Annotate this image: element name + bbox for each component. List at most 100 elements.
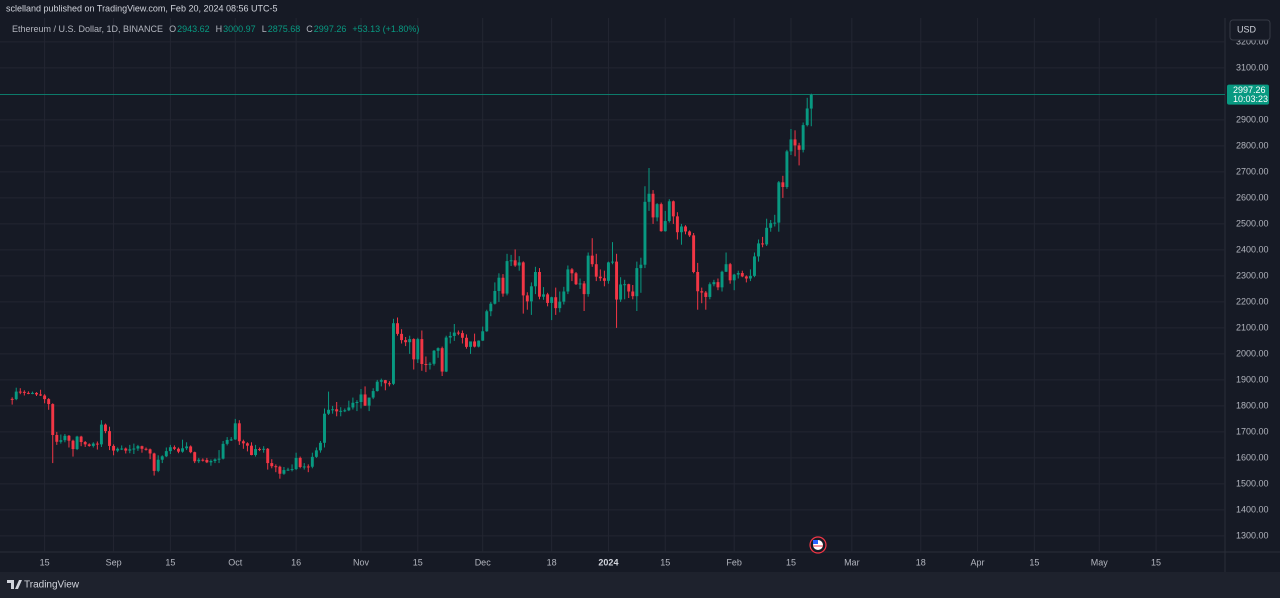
candle-body <box>136 446 140 449</box>
candles <box>0 93 1225 479</box>
candle-body <box>509 260 513 262</box>
y-tick-label: 1800.00 <box>1236 400 1269 410</box>
candle-body <box>675 216 679 233</box>
candle-body <box>116 448 120 451</box>
event-flag[interactable] <box>809 536 827 554</box>
candle-body <box>379 380 383 382</box>
candle-body <box>355 401 359 403</box>
y-tick-label: 2600.00 <box>1236 192 1269 202</box>
y-tick-label: 2300.00 <box>1236 270 1269 280</box>
candle-body <box>785 151 789 187</box>
candle-body <box>189 446 193 453</box>
candle-body <box>71 440 75 450</box>
candle-body <box>30 392 34 394</box>
candle-body <box>578 283 582 285</box>
candle-body <box>181 448 184 452</box>
candle-body <box>777 182 781 223</box>
candle-body <box>513 260 517 266</box>
candle-body <box>335 409 339 412</box>
x-tick-label: 18 <box>916 557 926 567</box>
low-value: 2875.68 <box>267 24 301 34</box>
y-tick-label: 2000.00 <box>1236 348 1269 358</box>
x-tick-label: Nov <box>353 557 370 567</box>
currency-box[interactable] <box>1229 19 1271 41</box>
y-tick-label: 2100.00 <box>1236 322 1269 332</box>
candle-body <box>367 397 371 406</box>
x-tick-label: 15 <box>660 557 670 567</box>
candle-body <box>469 341 472 347</box>
countdown: 10:03:23 <box>1233 94 1268 104</box>
candle-body <box>517 262 521 266</box>
candle-body <box>164 451 168 457</box>
candle-body <box>108 431 111 446</box>
candle-body <box>655 204 659 218</box>
candle-body <box>160 456 164 460</box>
candle-body <box>432 350 436 364</box>
candle-body <box>744 276 748 279</box>
currency[interactable]: USD <box>1237 24 1257 34</box>
candle-body <box>290 469 294 471</box>
candle-body <box>805 108 809 126</box>
candle-body <box>351 402 355 408</box>
candle-body <box>643 201 647 265</box>
candle-body <box>392 323 395 384</box>
candle-body <box>501 277 505 294</box>
x-tick-label: 18 <box>547 557 557 567</box>
candle-body <box>428 363 432 365</box>
candle-body <box>448 335 452 338</box>
candle-body <box>396 323 399 334</box>
candle-body <box>554 297 558 309</box>
candle-body <box>611 261 614 263</box>
candle-body <box>570 269 574 274</box>
x-tick-label: Mar <box>844 557 860 567</box>
candle-body <box>688 231 692 236</box>
candle-body <box>314 450 318 457</box>
candle-body <box>22 391 26 393</box>
x-tick-label: 15 <box>165 557 175 567</box>
candle-body <box>485 311 489 332</box>
candle-body <box>387 383 391 385</box>
footer-brand[interactable]: TradingView <box>24 580 80 591</box>
candle-body <box>684 226 687 232</box>
candle-body <box>383 380 387 384</box>
candle-body <box>602 278 606 281</box>
candle-body <box>302 466 306 468</box>
y-tick-label: 3100.00 <box>1236 62 1269 72</box>
candle-body <box>286 469 290 471</box>
candle-body <box>43 395 47 400</box>
candle-body <box>424 364 428 366</box>
candle-body <box>75 436 79 450</box>
candle-body <box>651 193 655 218</box>
y-tick-label: 1600.00 <box>1236 452 1269 462</box>
candle-body <box>412 339 416 360</box>
candle-body <box>716 282 720 288</box>
candle-body <box>538 272 541 297</box>
candle-body <box>10 398 14 400</box>
candle-body <box>659 204 663 232</box>
candle-body <box>773 222 777 224</box>
candle-body <box>542 294 546 297</box>
y-tick-label: 1300.00 <box>1236 530 1269 540</box>
footer-bar <box>0 572 1280 598</box>
candle-body <box>444 337 448 372</box>
candle-body <box>400 333 404 341</box>
candle-body <box>533 272 537 287</box>
candle-body <box>481 331 485 341</box>
candle-body <box>473 341 477 347</box>
x-tick-label: Dec <box>475 557 492 567</box>
candle-body <box>274 466 278 468</box>
ohlc-letter: L <box>261 24 267 34</box>
candle-body <box>582 283 586 295</box>
candle-body <box>623 284 627 286</box>
tradingview-logo[interactable] <box>7 580 22 589</box>
candle-body <box>720 271 724 288</box>
ohlc-letter: O <box>169 24 177 34</box>
y-tick-label: 2800.00 <box>1236 140 1269 150</box>
candle-body <box>310 456 314 467</box>
candle-body <box>152 453 156 471</box>
candle-body <box>237 423 241 442</box>
candle-body <box>809 94 813 109</box>
candle-body <box>144 448 148 450</box>
candle-body <box>801 125 805 150</box>
candle-body <box>124 448 128 451</box>
